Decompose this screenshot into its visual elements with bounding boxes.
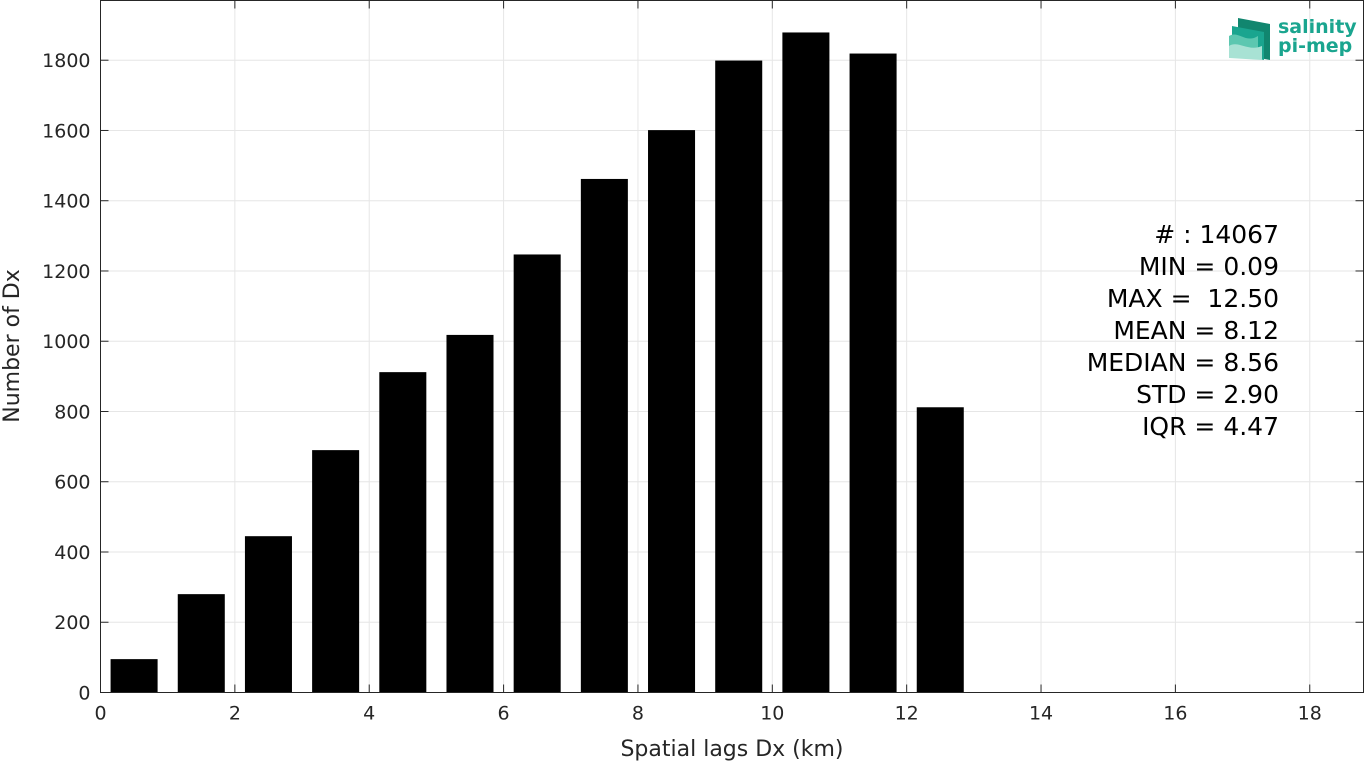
- y-tick-label-9: 1800: [42, 50, 90, 72]
- x-tick-label-4: 8: [632, 703, 644, 725]
- stats-max: MAX = 12.50: [1107, 284, 1279, 313]
- y-axis-title: Number of Dx: [0, 269, 25, 423]
- bar-8: [648, 130, 696, 693]
- y-tick-label-4: 800: [54, 401, 90, 423]
- bar-2: [244, 536, 292, 693]
- y-tick-label-6: 1200: [42, 261, 90, 283]
- stats-median: MEDIAN = 8.56: [1087, 348, 1279, 377]
- stats-annotation: # : 14067 MIN = 0.09 MAX = 12.50 MEAN = …: [1087, 220, 1279, 441]
- bar-1: [177, 594, 225, 693]
- x-tick-label-7: 14: [1029, 703, 1053, 725]
- y-tick-label-7: 1400: [42, 191, 90, 213]
- axes-box: [100, 0, 1364, 693]
- y-tick-label-8: 1600: [42, 120, 90, 142]
- x-tick-label-3: 6: [498, 703, 510, 725]
- logo-text-pi-mep: pi-mep: [1278, 35, 1352, 57]
- x-axis-title: Spatial lags Dx (km): [620, 737, 843, 762]
- x-tick-label-6: 12: [895, 703, 919, 725]
- wave-logo-icon: [1229, 18, 1270, 60]
- bar-9: [715, 60, 763, 693]
- bar-0: [110, 659, 158, 693]
- salinity-pi-mep-logo: salinity pi-mep: [1229, 16, 1357, 60]
- y-tick-label-1: 200: [54, 612, 90, 634]
- bar-11: [849, 53, 897, 693]
- x-tick-label-9: 18: [1298, 703, 1322, 725]
- bar-10: [782, 32, 830, 693]
- x-tick-label-2: 4: [363, 703, 375, 725]
- x-tick-label-1: 2: [229, 703, 241, 725]
- bar-12: [916, 407, 964, 693]
- x-tick-label-8: 16: [1163, 703, 1187, 725]
- x-axis-ticks: 0 2 4 6 8 10 12 14 16 18: [94, 0, 1322, 725]
- y-tick-label-0: 0: [78, 683, 90, 705]
- stats-count: # : 14067: [1154, 220, 1279, 249]
- bar-7: [580, 178, 628, 693]
- logo-text-salinity: salinity: [1278, 16, 1357, 38]
- y-tick-label-3: 600: [54, 472, 90, 494]
- x-tick-label-5: 10: [760, 703, 784, 725]
- x-tick-label-0: 0: [94, 703, 106, 725]
- stats-iqr: IQR = 4.47: [1142, 412, 1279, 441]
- stats-mean: MEAN = 8.12: [1113, 316, 1279, 345]
- bar-6: [513, 254, 561, 693]
- y-axis-ticks: 0 200 400 600 800 1000 1200 1400 1600 1800: [42, 50, 1364, 705]
- bar-4: [379, 372, 427, 693]
- bars: [110, 32, 964, 693]
- stats-min: MIN = 0.09: [1139, 252, 1279, 281]
- stats-std: STD = 2.90: [1136, 380, 1279, 409]
- bar-3: [312, 450, 360, 693]
- y-tick-label-2: 400: [54, 542, 90, 564]
- y-tick-label-5: 1000: [42, 331, 90, 353]
- bar-5: [446, 334, 494, 693]
